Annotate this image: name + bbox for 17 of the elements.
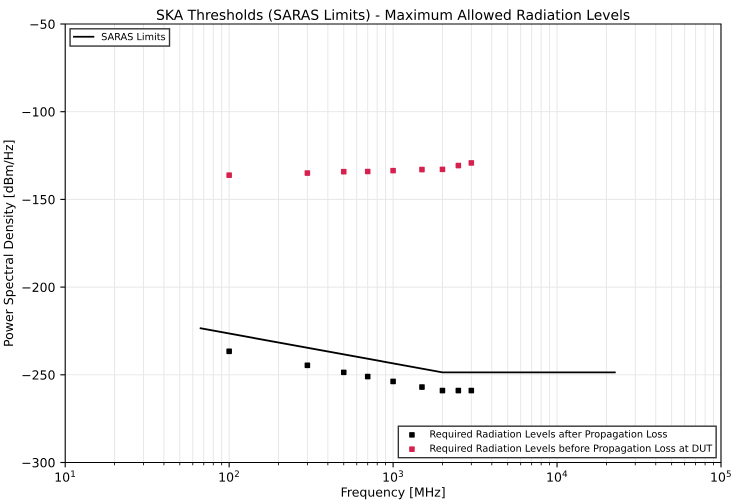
y-tick-label: −300 (22, 458, 55, 468)
x-axis-title: Frequency [MHz] (342, 487, 445, 500)
x-tick-label: 10$^{1}$ (56, 470, 75, 482)
x-tick-label: 10$^{3}$ (383, 470, 403, 482)
y-tick-label: −150 (22, 194, 55, 204)
x-tick-label: 10$^{2}$ (220, 470, 239, 482)
y-tick-label: −50 (30, 19, 55, 29)
legend-label: SARAS Limits (102, 32, 166, 40)
y-tick-label: −250 (22, 370, 55, 380)
legend-label: Required Radiation Levels before Propagation Loss at DUT (430, 444, 712, 454)
y-axis-title: Power Spectral Density [dBm/Hz] (4, 140, 16, 346)
y-tick-label: −200 (22, 282, 55, 292)
x-tick-label: 10$^{4}$ (547, 470, 568, 482)
y-tick-label: −100 (22, 107, 55, 117)
legend-label: Required Radiation Levels after Propagation Loss (430, 430, 667, 440)
x-tick-label: 10$^{5}$ (711, 470, 731, 482)
chart-title: SKA Thresholds (SARAS Limits) - Maximum Allowed Radiation Levels (156, 9, 630, 22)
